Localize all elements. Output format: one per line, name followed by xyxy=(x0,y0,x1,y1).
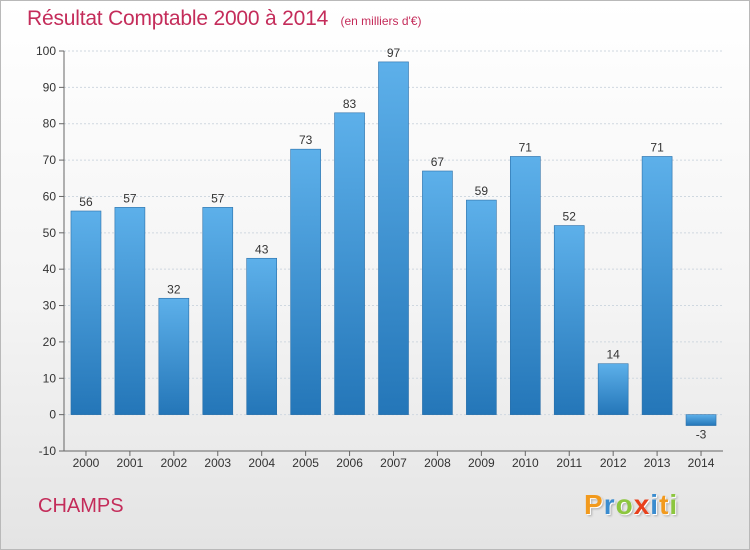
y-tick-label: 40 xyxy=(43,262,57,276)
bar xyxy=(202,207,234,415)
bar-value-label: 56 xyxy=(79,195,93,209)
y-tick-label: 70 xyxy=(43,153,57,167)
bar-value-label: 57 xyxy=(211,191,225,205)
bar-value-label: 52 xyxy=(563,210,577,224)
y-tick-label: 10 xyxy=(43,371,57,385)
labels: -10 0 10 20 30 40 50 60 70 80 90 100 56 2000 57 2001 32 2… xyxy=(36,44,715,470)
x-tick-label: 2004 xyxy=(248,456,275,470)
x-tick-label: 2000 xyxy=(73,456,100,470)
bar xyxy=(290,148,321,415)
y-tick-label: 30 xyxy=(43,299,57,313)
x-tick-label: 2013 xyxy=(644,456,671,470)
x-tick-label: 2003 xyxy=(204,456,231,470)
x-tick-label: 2002 xyxy=(160,456,187,470)
brand-letter: x xyxy=(633,489,651,520)
bar xyxy=(114,207,146,415)
x-tick-label: 2010 xyxy=(512,456,539,470)
brand-letter: o xyxy=(615,489,634,520)
bar-value-label: 57 xyxy=(123,191,137,205)
y-tick-label: 60 xyxy=(43,189,57,203)
y-tick-label: 90 xyxy=(43,80,57,94)
x-tick-label: 2006 xyxy=(336,456,363,470)
y-tick-label: 20 xyxy=(43,335,57,349)
commune-label: CHAMPS xyxy=(38,495,124,517)
y-tick-label: 50 xyxy=(43,226,57,240)
x-tick-label: 2009 xyxy=(468,456,495,470)
bar xyxy=(378,61,409,415)
brand-logo: Proxiti xyxy=(584,489,678,521)
axes xyxy=(59,50,723,456)
bar xyxy=(466,199,497,415)
bar xyxy=(158,297,190,415)
bar-value-label: 43 xyxy=(255,242,269,256)
brand-letter: t xyxy=(659,489,670,520)
bar xyxy=(685,414,717,426)
bar xyxy=(509,156,541,415)
y-tick-label: 0 xyxy=(49,408,56,422)
bar-value-label: -3 xyxy=(696,428,707,442)
bar-value-label: 14 xyxy=(606,348,620,362)
y-tick-label: 100 xyxy=(36,44,56,58)
bars xyxy=(70,61,717,426)
bar-value-label: 71 xyxy=(650,140,664,154)
x-tick-label: 2012 xyxy=(600,456,627,470)
brand-letter: r xyxy=(603,489,616,520)
bar xyxy=(334,112,365,415)
x-tick-label: 2008 xyxy=(424,456,451,470)
x-tick-label: 2007 xyxy=(380,456,407,470)
title-row: Résultat Comptable 2000 à 2014 (en milli… xyxy=(27,7,421,31)
x-tick-label: 2001 xyxy=(117,456,144,470)
brand-letter: P xyxy=(584,489,604,520)
chart-title: Résultat Comptable 2000 à 2014 xyxy=(27,7,329,30)
bar xyxy=(422,170,453,415)
x-tick-label: 2014 xyxy=(688,456,715,470)
y-tick-label: -10 xyxy=(39,444,57,458)
bar-value-label: 71 xyxy=(519,140,533,154)
x-tick-label: 2005 xyxy=(292,456,319,470)
bar-value-label: 59 xyxy=(475,184,489,198)
bar-value-label: 67 xyxy=(431,155,445,169)
bar xyxy=(553,225,585,415)
bar-value-label: 83 xyxy=(343,97,357,111)
y-tick-label: 80 xyxy=(43,117,57,131)
bar-value-label: 73 xyxy=(299,133,313,147)
bar xyxy=(70,210,102,415)
bar xyxy=(597,363,629,415)
bar xyxy=(246,257,277,415)
bar-value-label: 32 xyxy=(167,282,181,296)
bar xyxy=(641,156,673,415)
chart-subtitle: (en milliers d'€) xyxy=(340,14,422,28)
brand-letter: i xyxy=(650,489,660,520)
bar-value-label: 97 xyxy=(387,46,401,60)
x-tick-label: 2011 xyxy=(556,456,582,470)
brand-letter: i xyxy=(669,489,679,520)
